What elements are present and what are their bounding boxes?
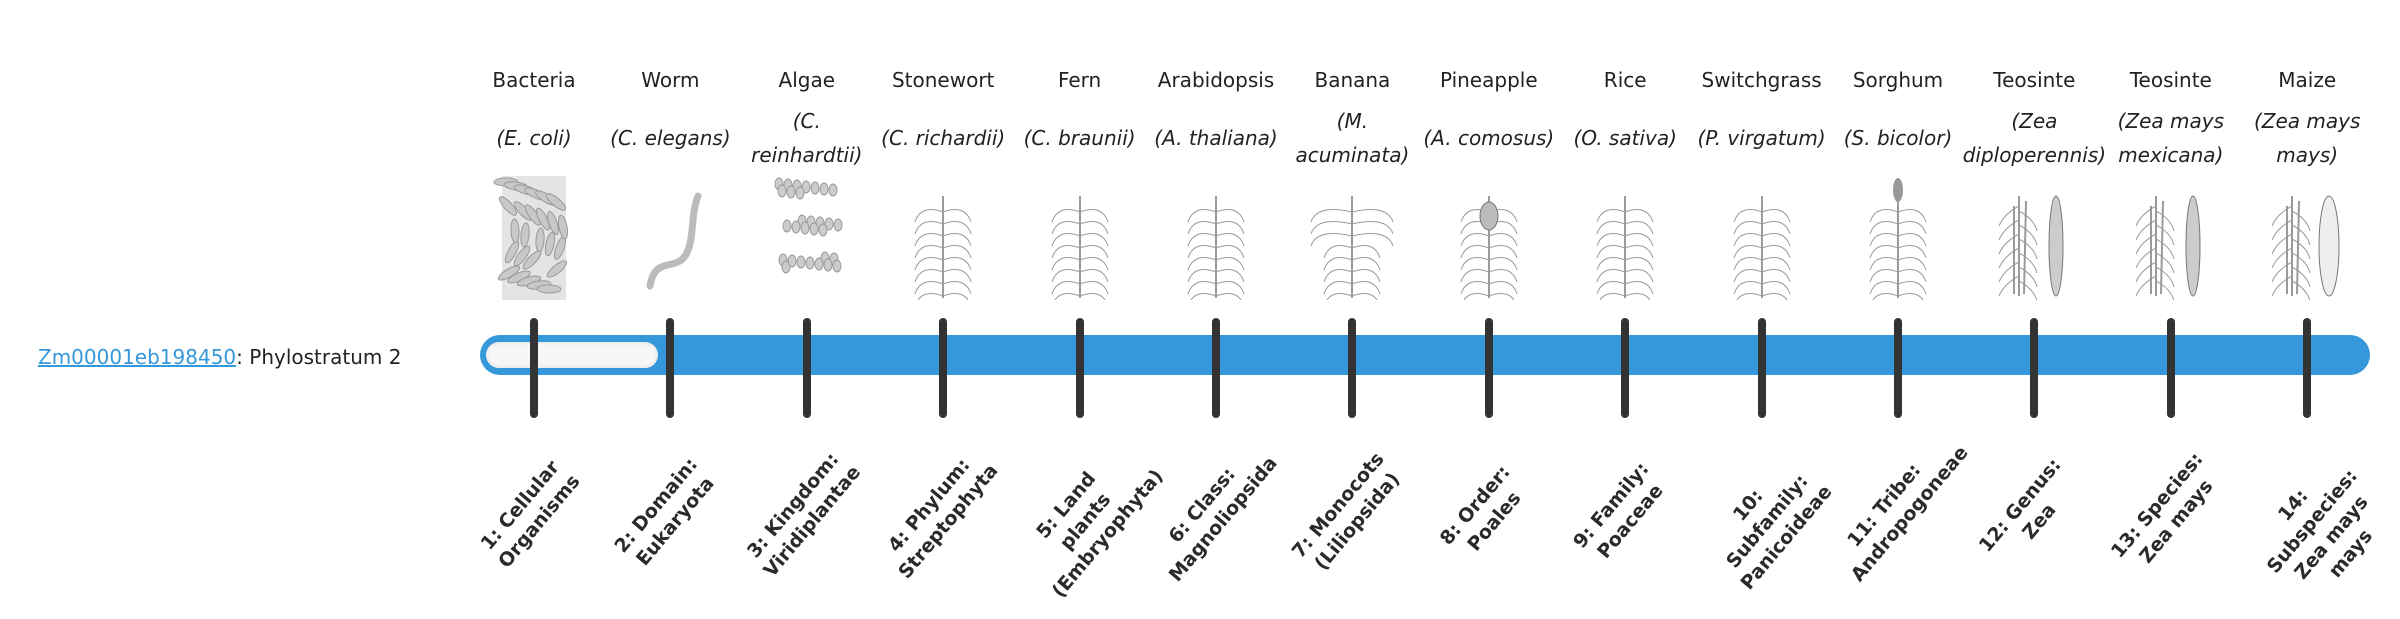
organism-common-name: Fern xyxy=(1057,68,1102,92)
worm-image xyxy=(620,176,720,300)
pineapple-image xyxy=(1439,176,1539,307)
organism-common-name: Rice xyxy=(1603,68,1647,92)
phylostratum-label: 12: Genus: Zea xyxy=(1975,454,2067,557)
gene-link[interactable]: Zm00001eb198450 xyxy=(38,345,237,369)
scientific-name-text: (A. comosus) xyxy=(1423,126,1555,150)
teosinte-image xyxy=(2121,176,2221,302)
organism-common-name: Switchgrass xyxy=(1701,68,1822,92)
organism-common-name: Maize xyxy=(2278,68,2337,92)
scientific-name-text: (C. elegans) xyxy=(610,126,731,150)
organism-scientific-name: (M. acuminata) xyxy=(1284,100,1420,176)
organism-scientific-name: (C. richardii) xyxy=(875,100,1011,176)
phylostratum-bar xyxy=(480,335,2370,375)
phylostratum-tick xyxy=(1348,318,1357,418)
phylostratum-tick xyxy=(530,318,538,418)
scientific-name-text: (Zea diploperennis) xyxy=(1962,109,2107,167)
phylostratum-tick xyxy=(802,318,811,418)
sorghum-image xyxy=(1848,176,1948,307)
organism-scientific-name: (Zea diploperennis) xyxy=(1963,100,2106,176)
organism-scientific-name: (C. braunii) xyxy=(1012,100,1148,176)
scientific-name-text: (A. thaliana) xyxy=(1154,126,1278,150)
phylostratum-label: 9: Family: Poaceae xyxy=(1569,458,1668,563)
scientific-name-text: (C. braunii) xyxy=(1023,126,1136,150)
organism-common-name: Bacteria xyxy=(492,68,576,92)
phylostratum-label: 2: Domain: Eukaryota xyxy=(610,453,720,571)
organism-scientific-name: (C. reinhardtii) xyxy=(739,100,875,176)
phylostratum-label: 7: Monocots (Liliopsida) xyxy=(1288,448,1405,575)
phylostratum-tick xyxy=(2030,318,2039,418)
phylostratum-tick xyxy=(939,318,948,418)
phylostratum-text: : Phylostratum 2 xyxy=(236,345,402,369)
scientific-name-text: (Zea mays mexicana) xyxy=(2117,109,2224,167)
phylostratum-label: 5: Land plants (Embryophyta) xyxy=(1031,465,1168,603)
organism-common-name: Worm xyxy=(641,68,700,92)
organism-scientific-name: (C. elegans) xyxy=(602,100,738,176)
phylostratum-label: 6: Class: Magnoliopsida xyxy=(1164,452,1282,586)
scientific-name-text: (S. bicolor) xyxy=(1843,126,1953,150)
arabidopsis-image xyxy=(1166,176,1266,307)
scientific-name-text: (P. virgatum) xyxy=(1697,126,1826,150)
organism-common-name: Stonewort xyxy=(891,68,995,92)
phylostratum-tick xyxy=(1894,318,1902,418)
rice-image xyxy=(1575,176,1675,307)
maize-image xyxy=(2257,176,2357,302)
organism-scientific-name: (E. coli) xyxy=(466,100,602,176)
phylostratum-label: 4: Phylum: Streptophyta xyxy=(884,454,1003,583)
fern-image xyxy=(1030,176,1130,307)
scientific-name-text: (C. reinhardtii) xyxy=(751,109,863,167)
organism-scientific-name: (P. virgatum) xyxy=(1694,100,1830,176)
scientific-name-text: (O. sativa) xyxy=(1573,126,1677,150)
scientific-name-text: (Zea mays mays) xyxy=(2253,109,2361,167)
stonewort-image xyxy=(893,176,993,307)
organism-common-name: Algae xyxy=(778,68,836,92)
organism-common-name: Banana xyxy=(1314,68,1391,92)
organism-scientific-name: (S. bicolor) xyxy=(1830,100,1966,176)
phylostratum-tick xyxy=(2166,318,2175,418)
phylostratum-label: 3: Kingdom: Viridiplantae xyxy=(742,448,865,582)
phylostratum-tick xyxy=(1075,318,1084,418)
scientific-name-text: (M. acuminata) xyxy=(1295,109,1410,167)
phylostratum-label: 14: Subspecies: Zea mays mays xyxy=(2262,465,2378,584)
phylostratum-label: 1: Cellular Organisms xyxy=(476,456,585,573)
bacteria-image xyxy=(484,176,584,300)
scientific-name-text: (C. richardii) xyxy=(881,126,1006,150)
phylostratum-tick xyxy=(666,318,675,418)
phylostratum-tick xyxy=(1212,318,1220,418)
phylostratum-track xyxy=(486,342,659,368)
algae-image xyxy=(757,176,857,300)
organism-common-name: Pineapple xyxy=(1439,68,1538,92)
organism-scientific-name: (A. thaliana) xyxy=(1148,100,1284,176)
organism-scientific-name: (Zea mays mays) xyxy=(2239,100,2375,176)
phylostratum-tick xyxy=(1757,318,1766,418)
banana-image xyxy=(1302,176,1402,307)
switchgrass-image xyxy=(1712,176,1812,307)
organism-scientific-name: (O. sativa) xyxy=(1557,100,1693,176)
phylostratum-tick xyxy=(1484,318,1493,418)
teosinte-image xyxy=(1984,176,2084,302)
organism-scientific-name: (A. comosus) xyxy=(1421,100,1557,176)
phylostratum-label: 10: Subfamily: Panicoideae xyxy=(1721,470,1837,595)
scientific-name-text: (E. coli) xyxy=(496,126,572,150)
phylostratum-tick xyxy=(1621,318,1630,418)
phylostratum-label: 13: Species: Zea mays xyxy=(2106,448,2218,568)
phylostratum-label: 8: Order: Poales xyxy=(1435,461,1526,556)
organism-common-name: Arabidopsis xyxy=(1157,68,1275,92)
organism-common-name: Teosinte xyxy=(2129,68,2212,92)
organism-common-name: Teosinte xyxy=(1993,68,2076,92)
phylostratum-tick xyxy=(2303,318,2312,418)
organism-common-name: Sorghum xyxy=(1852,68,1944,92)
phylostratum-label: 11: Tribe: Andropogoneae xyxy=(1843,441,1973,586)
gene-label: Zm00001eb198450: Phylostratum 2 xyxy=(38,340,401,374)
organism-scientific-name: (Zea mays mexicana) xyxy=(2103,100,2239,176)
